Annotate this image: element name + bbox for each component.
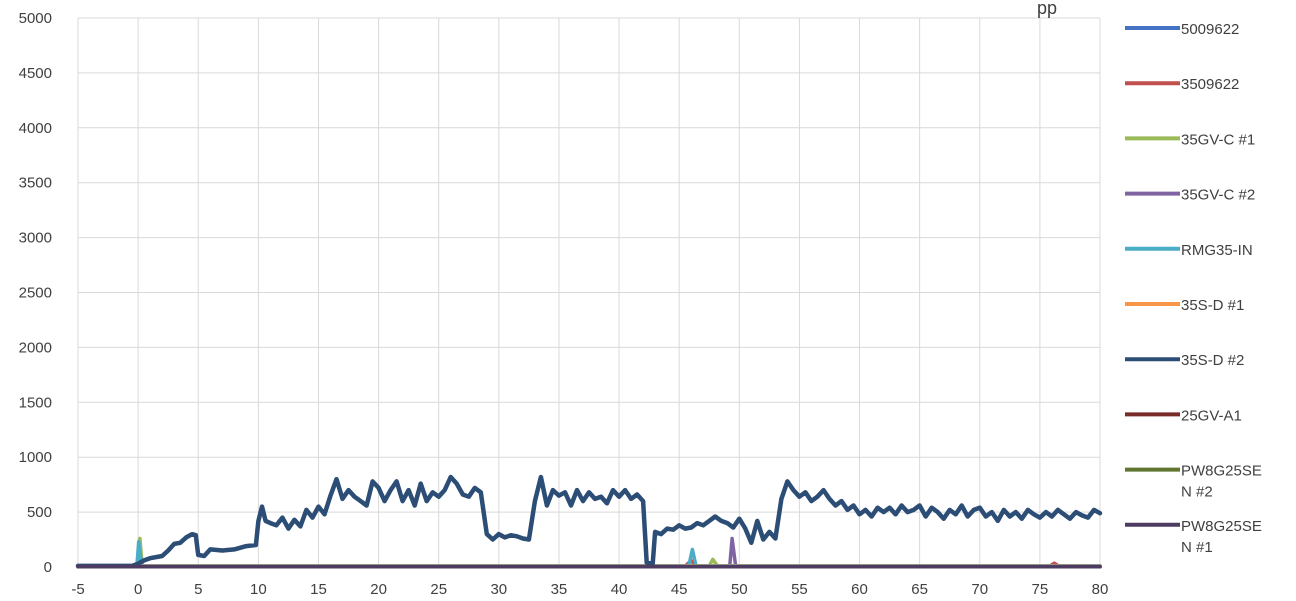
y-tick-label: 2000	[19, 339, 52, 356]
legend-item: 25GV-A1	[1125, 407, 1242, 424]
x-tick-label: 15	[310, 581, 327, 598]
legend-label: 25GV-A1	[1181, 407, 1242, 424]
legend-label: 35S-D #1	[1181, 297, 1244, 314]
x-tick-label: 80	[1092, 581, 1109, 598]
x-tick-label: 50	[731, 581, 748, 598]
series-line-3	[78, 539, 1100, 567]
legend-item: 35GV-C #2	[1125, 187, 1255, 204]
legend-item: RMG35-IN	[1125, 242, 1253, 259]
legend-label: 35GV-C #2	[1181, 187, 1255, 204]
x-tick-label: 20	[370, 581, 387, 598]
series-line-7	[78, 477, 1100, 566]
legend-item: PW8G25SE N #2	[1125, 463, 1262, 501]
y-tick-label: 3500	[19, 175, 52, 192]
y-tick-label: 1500	[19, 394, 52, 411]
y-tick-label: 4500	[19, 65, 52, 82]
series-line-5	[78, 542, 1100, 566]
legend: 5009622 3509622 35GV-C #1 35GV-C #2 RMG35-IN…	[1125, 21, 1262, 556]
grid-lines	[78, 18, 1100, 567]
legend-item: 35GV-C #1	[1125, 131, 1255, 148]
x-tick-label: 5	[194, 581, 202, 598]
y-tick-label: 5000	[19, 10, 52, 27]
legend-item: 5009622	[1125, 21, 1239, 38]
x-tick-label: 0	[134, 581, 142, 598]
y-tick-label: 1000	[19, 449, 52, 466]
series-lines	[78, 477, 1100, 567]
legend-item: 35S-D #2	[1125, 352, 1244, 369]
legend-label: PW8G25SE	[1181, 518, 1262, 535]
legend-label: N #2	[1181, 484, 1213, 501]
legend-label: N #1	[1181, 539, 1213, 556]
y-tick-label: 2500	[19, 285, 52, 302]
x-tick-label: -5	[71, 581, 84, 598]
x-tick-label: 60	[851, 581, 868, 598]
x-tick-label: 35	[551, 581, 568, 598]
y-tick-label: 3000	[19, 230, 52, 247]
x-tick-label: 40	[611, 581, 628, 598]
x-tick-label: 30	[490, 581, 507, 598]
y-tick-label: 4000	[19, 120, 52, 137]
legend-label: 35S-D #2	[1181, 352, 1244, 369]
x-tick-label: 65	[911, 581, 928, 598]
legend-item: PW8G25SE N #1	[1125, 518, 1262, 556]
y-tick-label: 500	[27, 504, 52, 521]
legend-label: PW8G25SE	[1181, 463, 1262, 480]
x-tick-label: 45	[671, 581, 688, 598]
chart-title-fragment: pp	[1037, 0, 1057, 18]
legend-label: 35GV-C #1	[1181, 131, 1255, 148]
x-tick-label: 70	[971, 581, 988, 598]
y-tick-label: 0	[44, 559, 52, 576]
legend-item: 35S-D #1	[1125, 297, 1244, 314]
legend-item: 3509622	[1125, 76, 1239, 93]
y-axis-tick-labels: 0 500 1000 1500 2000 2500 3000 3500 4000 4500 5000	[19, 10, 52, 576]
x-axis-tick-labels: -5 0 5 10 15 20 25 30 35 40 45 50 55 60 65 70 75 80	[71, 581, 1108, 598]
legend-label: RMG35-IN	[1181, 242, 1253, 259]
series-line-4	[78, 539, 1100, 567]
x-tick-label: 55	[791, 581, 808, 598]
legend-label: 5009622	[1181, 21, 1239, 38]
x-tick-label: 25	[430, 581, 447, 598]
x-tick-label: 10	[250, 581, 267, 598]
legend-label: 3509622	[1181, 76, 1239, 93]
x-tick-label: 75	[1032, 581, 1049, 598]
